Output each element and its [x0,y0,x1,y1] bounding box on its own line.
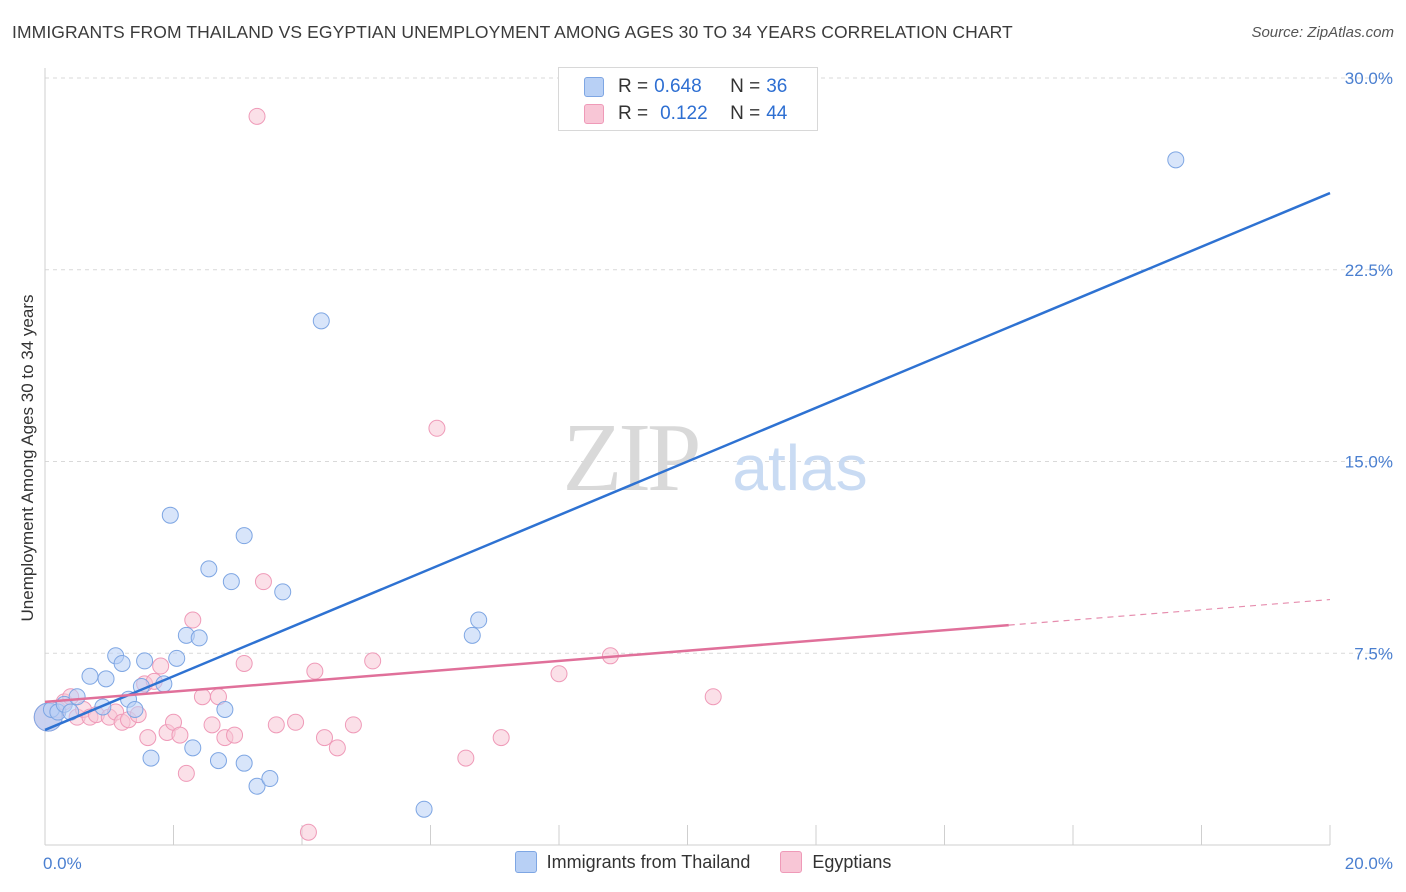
thailand-point [274,583,292,601]
thailand-trend-line [44,191,1331,732]
egyptians-point [193,688,211,706]
thailand-point [261,770,279,788]
egyptians-trend-extension [1008,598,1331,626]
egyptians-point [457,749,475,767]
source-credit: Source: ZipAtlas.com [1251,24,1394,41]
egyptians-point [344,716,362,734]
legend-r-value: 0.648 [654,76,702,97]
thailand-point [222,573,240,591]
thailand-point [161,506,179,524]
chart-title: IMMIGRANTS FROM THAILAND VS EGYPTIAN UNE… [12,22,1013,42]
bottom-legend-thailand: Immigrants from Thailand [514,851,751,873]
thailand-point [184,739,202,757]
egyptians-point [306,662,324,680]
thailand-point [168,649,186,667]
thailand-point [415,800,433,818]
egyptians-trend-line [44,623,1009,704]
thailand-point [216,700,234,718]
bottom-legend-label: Egyptians [812,851,892,872]
y-tick-label: 30.0% [1345,69,1393,88]
thailand-point [142,749,160,767]
egyptians-point [248,107,266,125]
x-tick-label: 20.0% [1345,854,1393,873]
egyptians-point [171,726,189,744]
egyptians-point [364,652,382,670]
bottom-legend-label: Immigrants from Thailand [546,851,751,872]
tick-labels: 7.5% 15.0% 22.5% 30.0% 0.0% 20.0% [43,69,1393,873]
thailand-point [470,611,488,629]
legend-swatch-blue [584,77,604,97]
egyptians-point [550,665,568,683]
thailand-point [209,752,227,770]
thailand-point [1167,151,1185,169]
egyptians-point [203,716,221,734]
watermark-zip: ZIP [563,404,698,512]
bottom-legend: Immigrants from Thailand Egyptians [0,851,1406,873]
thailand-point [68,688,86,706]
thailand-point [97,670,115,688]
egyptians-point [328,739,346,757]
legend-n-label: N = [730,76,761,97]
legend-r-label: R = [618,76,649,97]
egyptians-point [177,764,195,782]
y-tick-label: 7.5% [1354,644,1393,663]
thailand-point [312,312,330,330]
legend-swatch-pink [584,104,604,124]
legend-r-value: 0.122 [660,103,708,124]
thailand-point [126,700,144,718]
egyptians-point [492,729,510,747]
bottom-legend-egyptians: Egyptians [780,851,891,873]
thailand-point [235,527,253,545]
bottom-legend-swatch-pink [780,851,803,873]
egyptians-point [139,729,157,747]
x-tick-label: 0.0% [43,854,82,873]
watermark: ZIP atlas [563,404,868,512]
egyptians-point [226,726,244,744]
egyptians-point [704,688,722,706]
bottom-legend-swatch-blue [514,851,537,873]
egyptians-point [428,419,446,437]
grid-lines [45,77,1392,654]
legend-n-label: N = [730,103,761,124]
y-tick-label: 22.5% [1345,261,1393,280]
legend-n-value: 36 [766,76,788,97]
egyptians-point [235,654,253,672]
thailand-point [248,777,266,795]
legend-row-egyptians: R = 0.122 N = 44 [584,101,787,127]
thailand-point [81,667,99,685]
thailand-point [200,560,218,578]
y-axis-label-text: Unemployment Among Ages 30 to 34 years [18,294,37,622]
egyptians-point [152,657,170,675]
egyptians-point [299,823,317,841]
series-thailand [33,151,1185,818]
thailand-point [113,654,131,672]
thailand-point [190,629,208,647]
egyptians-point [287,713,305,731]
legend-n-value: 44 [766,103,788,124]
watermark-atlas: atlas [732,432,867,504]
stats-legend: R = 0.648 N = 36 R = 0.122 N = 44 [558,67,818,131]
egyptians-point [254,573,272,591]
thailand-point [463,626,481,644]
thailand-point [235,754,253,772]
egyptians-point [184,611,202,629]
thailand-point [136,652,154,670]
legend-r-label: R = [618,103,649,124]
trend-lines [44,191,1331,732]
egyptians-point [267,716,285,734]
egyptians-point [315,729,333,747]
y-tick-label: 15.0% [1345,453,1393,472]
legend-row-thailand: R = 0.648 N = 36 [584,74,787,100]
